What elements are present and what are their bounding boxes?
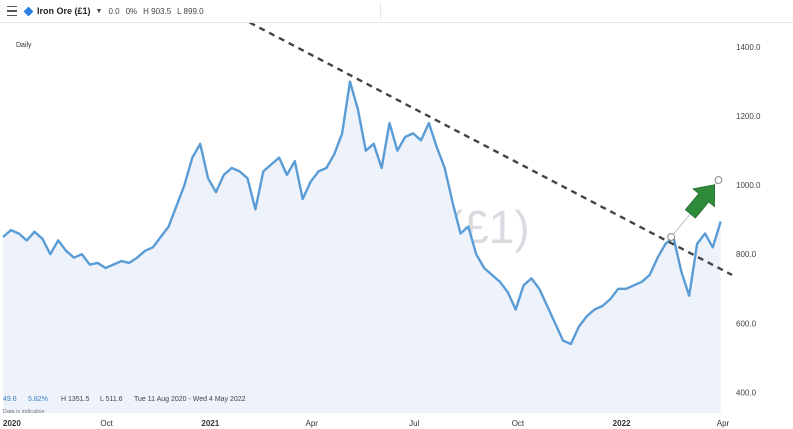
interval-label: Daily (16, 42, 32, 49)
symbol-name[interactable]: Iron Ore (£1) (37, 6, 91, 16)
stat-range: Tue 11 Aug 2020 - Wed 4 May 2022 (134, 396, 246, 403)
toolbar-divider (380, 2, 381, 20)
y-tick-label: 1200.0 (736, 112, 761, 121)
x-tick-label: 2022 (613, 419, 631, 428)
x-tick-label: Oct (100, 419, 113, 428)
x-tick-label: Apr (305, 419, 318, 428)
data-note: Data is indicative (3, 409, 45, 415)
x-tick-label: Apr (717, 419, 730, 428)
x-tick-label: Jul (409, 419, 419, 428)
hamburger-menu-icon[interactable] (7, 6, 17, 16)
price-change: 0.0 (108, 6, 120, 16)
price-change-pct: 0% (125, 6, 138, 16)
y-tick-label: 1400.0 (736, 43, 761, 52)
annotation-start-handle[interactable] (667, 233, 676, 241)
price-line (2, 80, 722, 346)
stat-last-pct: 5.82% (28, 396, 48, 403)
up-arrow-icon (684, 184, 716, 219)
trendline[interactable] (191, 0, 733, 277)
stat-last: 49.6 (3, 396, 17, 403)
y-tick-label: 1000.0 (736, 181, 761, 190)
chart-toolbar: Iron Ore (£1) ▼ 0.0 0% H 903.5 L 899.0 (0, 0, 793, 23)
y-tick-label: 600.0 (736, 319, 757, 328)
chevron-down-icon[interactable]: ▼ (95, 7, 103, 15)
x-tick-label: 2021 (201, 419, 219, 428)
session-high: H 903.5 (143, 6, 172, 16)
price-area-fill (3, 81, 721, 413)
x-tick-label: Oct (512, 419, 525, 428)
stat-low: L 511.6 (100, 396, 123, 403)
session-low: L 899.0 (177, 6, 204, 16)
x-tick-label: 2020 (3, 419, 21, 428)
y-tick-label: 800.0 (736, 250, 757, 259)
stat-high: H 1351.5 (61, 396, 90, 403)
y-tick-label: 400.0 (736, 388, 757, 397)
annotation-end-handle[interactable] (714, 176, 723, 184)
